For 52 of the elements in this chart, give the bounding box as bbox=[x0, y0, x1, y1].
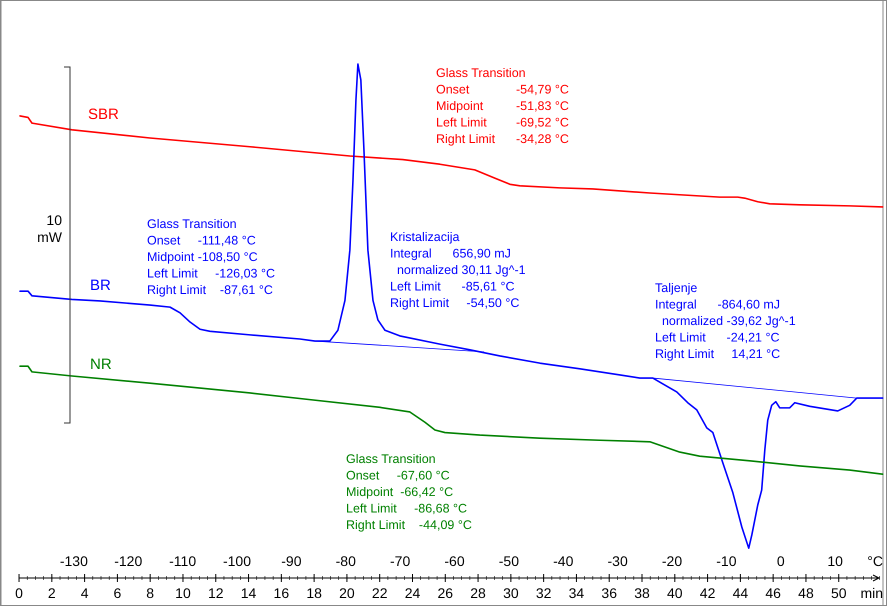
annotation: Glass Transition Onset -67,60 °C Midpoint -66,42 °C Left Limit -86,68 °C Right Limit -44,09 °C bbox=[346, 452, 472, 532]
x-tick-label: 8 bbox=[146, 585, 154, 601]
x-tick-label: 18 bbox=[306, 585, 322, 601]
x-tick-label: 14 bbox=[240, 585, 257, 601]
x-axis-title: min bbox=[860, 585, 883, 601]
x-tick-label: 30 bbox=[503, 585, 519, 601]
series-label: NR bbox=[90, 356, 112, 373]
x2-tick-label: -70 bbox=[390, 553, 410, 569]
x-tick-label: 26 bbox=[437, 585, 454, 601]
x-tick-label: 6 bbox=[114, 585, 122, 601]
x-tick-label: 24 bbox=[404, 585, 420, 601]
x-tick-label: 16 bbox=[274, 585, 290, 601]
x-tick-label: 22 bbox=[372, 585, 388, 601]
x2-axis-title: °C bbox=[867, 553, 883, 569]
x-tick-label: 48 bbox=[798, 585, 814, 601]
x2-tick-label: 10 bbox=[827, 553, 844, 569]
x-tick-label: 0 bbox=[15, 585, 24, 601]
x-tick-label: 12 bbox=[208, 585, 224, 601]
x2-tick-label: -60 bbox=[444, 553, 465, 569]
x2-tick-label: -120 bbox=[114, 553, 142, 569]
x-tick-label: 32 bbox=[536, 585, 552, 601]
x-tick-label: 42 bbox=[700, 585, 716, 601]
x2-tick-label: -50 bbox=[498, 553, 520, 569]
x-tick-label: 10 bbox=[175, 585, 191, 601]
x2-tick-label: -100 bbox=[222, 553, 252, 569]
x2-tick-label: 0 bbox=[776, 553, 785, 569]
x-tick-label: 4 bbox=[80, 585, 89, 601]
annotation: Glass Transition Onset -111,48 °C Midpoint -108,50 °C Left Limit -126,03 °C Right Limit -87,61 °C bbox=[147, 217, 275, 297]
x2-tick-label: -20 bbox=[662, 553, 682, 569]
x-tick-label: 40 bbox=[667, 585, 683, 601]
x-tick-label: 34 bbox=[568, 585, 584, 601]
x2-tick-label: -10 bbox=[716, 553, 737, 569]
x2-tick-label: -80 bbox=[336, 553, 356, 569]
x-tick-label: 44 bbox=[732, 585, 748, 601]
x2-tick-label: -110 bbox=[169, 553, 196, 569]
x-tick-label: 38 bbox=[634, 585, 650, 601]
x-tick-label: 2 bbox=[48, 585, 56, 601]
series-label: BR bbox=[90, 277, 112, 294]
x-tick-label: 28 bbox=[470, 585, 486, 601]
annotation: Taljenje Integral -864,60 mJ normalized -39,62 Jg^-1 Left Limit -24,21 °C Right Limit 14,21 °C bbox=[655, 281, 796, 361]
text: Glass Transition Onset -54,79 °C Midpoint -51,83 °C Left Limit -69,52 °C Right Limit -34,28 °C bbox=[436, 66, 569, 146]
annotation: 10 mW bbox=[37, 212, 63, 245]
x2-tick-label: -90 bbox=[281, 553, 302, 569]
x2-tick-label: -130 bbox=[60, 553, 88, 569]
series-label: SBR bbox=[88, 106, 120, 123]
x2-tick-label: -30 bbox=[608, 553, 628, 569]
x2-tick-label: -40 bbox=[553, 553, 574, 569]
x-tick-label: 50 bbox=[830, 585, 847, 601]
x-tick-label: 46 bbox=[765, 585, 782, 601]
annotation: Kristalizacija Integral 656,90 mJ normalized 30,11 Jg^-1 Left Limit -85,61 °C Right Limit -54,50 °C bbox=[390, 230, 526, 310]
x-tick-label: 20 bbox=[339, 585, 355, 601]
x-tick-label: 36 bbox=[601, 585, 618, 601]
